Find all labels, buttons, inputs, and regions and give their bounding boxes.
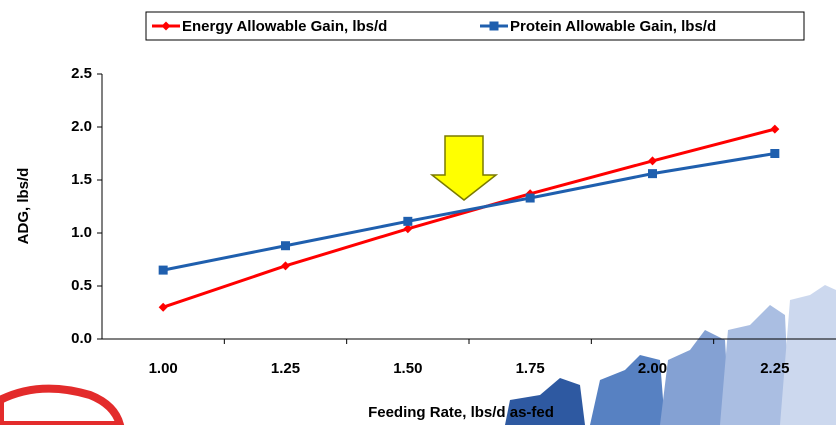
y-tick-label: 0.5 — [71, 277, 92, 294]
y-tick-label: 0.0 — [71, 330, 92, 347]
x-tick-label: 1.75 — [516, 360, 545, 377]
point — [526, 194, 535, 203]
point — [648, 169, 657, 178]
arrow — [432, 136, 496, 200]
x-tick-label: 1.00 — [149, 360, 178, 377]
point — [159, 303, 168, 312]
point — [490, 22, 499, 31]
logo — [0, 389, 120, 425]
y-axis-title: ADG, lbs/d — [15, 168, 32, 245]
point — [770, 149, 779, 158]
x-tick-label: 1.25 — [271, 360, 300, 377]
y-tick-label: 1.5 — [71, 171, 92, 188]
point — [770, 125, 779, 134]
x-tick-label: 2.25 — [760, 360, 789, 377]
point — [281, 261, 290, 270]
y-tick-label: 2.5 — [71, 65, 92, 82]
point — [281, 241, 290, 250]
y-tick-label: 2.0 — [71, 118, 92, 135]
legend-label: Energy Allowable Gain, lbs/d — [182, 18, 387, 35]
point — [403, 217, 412, 226]
point — [159, 266, 168, 275]
cow-decoration — [505, 285, 836, 425]
x-tick-label: 2.00 — [638, 360, 667, 377]
legend-label: Protein Allowable Gain, lbs/d — [510, 18, 716, 35]
x-axis-title: Feeding Rate, lbs/d as-fed — [368, 404, 554, 421]
y-tick-label: 1.0 — [71, 224, 92, 241]
x-tick-label: 1.50 — [393, 360, 422, 377]
chart: Energy Allowable Gain, lbs/d Protein Allo… — [0, 0, 836, 425]
point — [648, 156, 657, 165]
